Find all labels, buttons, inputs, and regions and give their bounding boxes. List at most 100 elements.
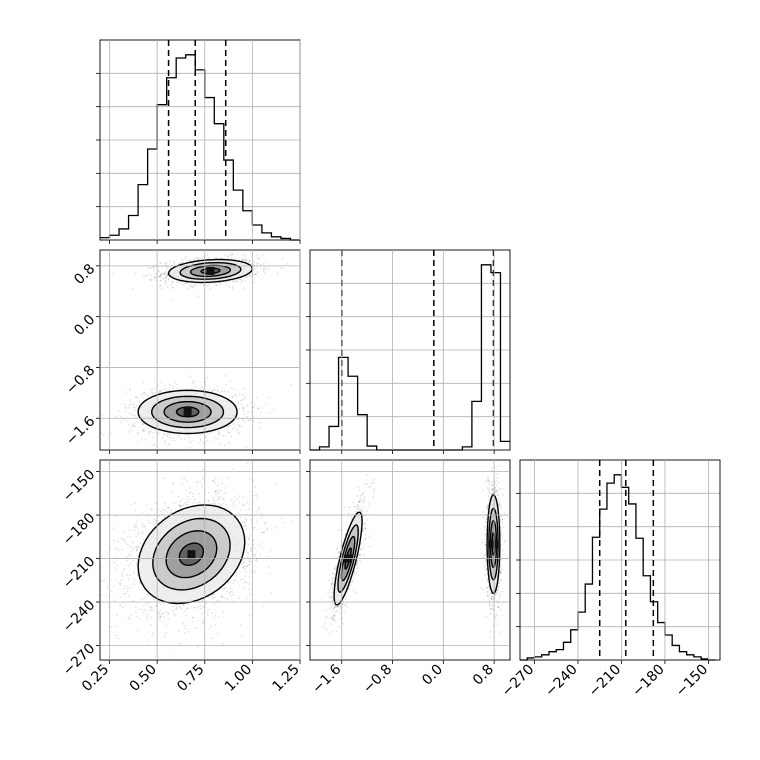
scatter-point xyxy=(249,418,252,421)
density-peak xyxy=(183,407,192,416)
scatter-point xyxy=(129,399,132,402)
scatter-point xyxy=(150,279,153,282)
scatter-point xyxy=(136,549,138,551)
scatter-point xyxy=(241,259,244,262)
scatter-point xyxy=(174,440,177,442)
scatter-point xyxy=(256,257,259,260)
scatter-point xyxy=(202,606,204,608)
scatter-point xyxy=(238,432,240,435)
scatter-point xyxy=(218,434,220,436)
scatter-point xyxy=(179,606,182,608)
scatter-point xyxy=(135,545,137,548)
scatter-point xyxy=(176,383,178,386)
scatter-point xyxy=(243,398,246,400)
scatter-point xyxy=(219,283,221,285)
scatter-point xyxy=(264,522,267,525)
scatter-point xyxy=(193,259,195,261)
scatter-point xyxy=(243,255,246,258)
scatter-point xyxy=(191,616,194,619)
scatter-point xyxy=(237,497,239,500)
scatter-point xyxy=(163,439,166,442)
scatter-point xyxy=(128,554,131,556)
scatter-point xyxy=(138,400,141,403)
scatter-point xyxy=(209,287,212,290)
scatter-point xyxy=(245,549,248,551)
scatter-point xyxy=(95,405,97,407)
scatter-point xyxy=(185,503,188,506)
scatter-point xyxy=(200,607,202,610)
scatter-point xyxy=(248,259,251,262)
scatter-point xyxy=(245,276,248,278)
scatter-point xyxy=(247,419,250,422)
scatter-point xyxy=(161,272,164,275)
scatter-point xyxy=(268,566,270,569)
scatter-point xyxy=(189,284,191,286)
scatter-point xyxy=(242,578,244,580)
scatter-point xyxy=(246,416,249,418)
scatter-point xyxy=(167,286,169,288)
scatter-point xyxy=(129,574,131,577)
scatter-point xyxy=(187,287,189,290)
scatter-point xyxy=(159,510,162,513)
scatter-point xyxy=(239,570,241,573)
scatter-point xyxy=(249,569,251,571)
scatter-point xyxy=(165,272,168,275)
scatter-point xyxy=(221,482,223,485)
scatter-point xyxy=(165,269,167,272)
scatter-point xyxy=(224,254,226,256)
scatter-point xyxy=(241,635,243,638)
scatter-point xyxy=(178,504,181,506)
scatter-point xyxy=(241,418,244,420)
scatter-point xyxy=(149,508,152,510)
scatter-point xyxy=(244,521,246,524)
scatter-point xyxy=(223,497,225,500)
scatter-point xyxy=(202,388,204,391)
scatter-point xyxy=(181,258,183,260)
scatter-point xyxy=(135,615,138,618)
joint-content xyxy=(95,252,292,449)
scatter-point xyxy=(265,266,268,268)
scatter-point xyxy=(281,267,284,269)
scatter-point xyxy=(153,428,156,431)
scatter-point xyxy=(245,519,248,521)
scatter-point xyxy=(265,268,267,270)
scatter-point xyxy=(173,260,175,263)
scatter-point xyxy=(157,432,160,434)
scatter-point xyxy=(260,267,262,269)
scatter-point xyxy=(215,493,217,496)
scatter-point xyxy=(199,481,202,483)
scatter-point xyxy=(243,387,245,390)
scatter-point xyxy=(123,569,126,571)
scatter-point xyxy=(240,278,242,281)
histogram-panel-1 xyxy=(306,249,511,451)
scatter-point xyxy=(159,285,162,287)
scatter-point xyxy=(201,386,204,389)
scatter-point xyxy=(126,574,129,576)
scatter-point xyxy=(231,396,234,398)
x-tick-label: −180 xyxy=(629,662,668,701)
scatter-point xyxy=(141,438,143,440)
scatter-point xyxy=(198,257,200,260)
scatter-point xyxy=(213,603,216,605)
scatter-point xyxy=(231,285,234,288)
scatter-point xyxy=(171,482,174,484)
scatter-point xyxy=(182,260,185,262)
scatter-point xyxy=(134,424,136,427)
scatter-point xyxy=(165,282,167,285)
scatter-point xyxy=(119,583,121,586)
scatter-point xyxy=(239,278,241,280)
scatter-point xyxy=(260,264,262,266)
scatter-point xyxy=(126,559,128,562)
scatter-point xyxy=(217,484,220,487)
scatter-point xyxy=(113,599,116,602)
scatter-point xyxy=(171,286,174,288)
scatter-point xyxy=(145,393,147,396)
scatter-point xyxy=(284,521,286,524)
scatter-point xyxy=(151,393,154,395)
scatter-point xyxy=(216,284,218,287)
scatter-point xyxy=(215,490,218,493)
scatter-point xyxy=(231,253,233,256)
scatter-point xyxy=(175,604,177,607)
scatter-point xyxy=(168,506,170,509)
scatter-point xyxy=(179,500,182,503)
